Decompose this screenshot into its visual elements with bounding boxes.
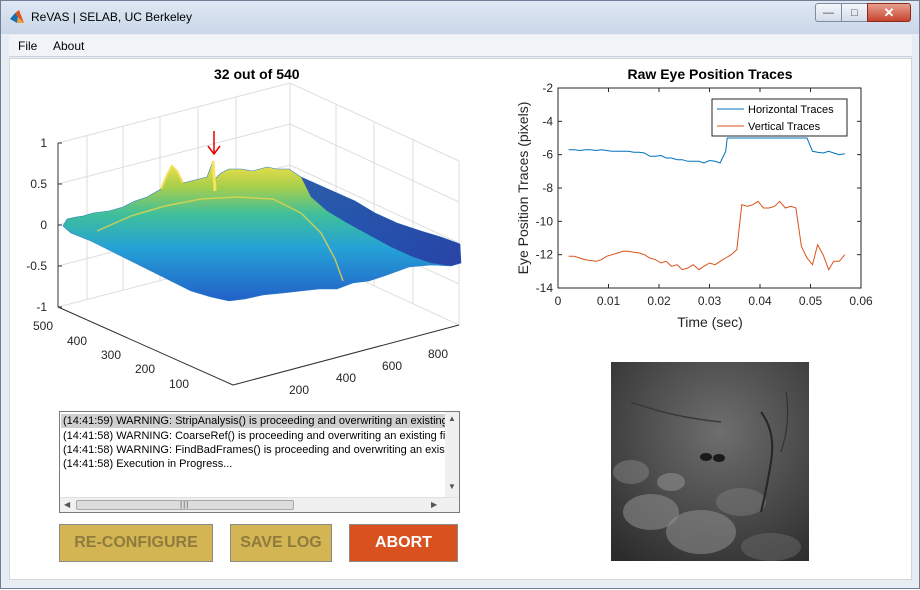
y-tick-label: -8 [542,181,553,195]
log-line[interactable]: (14:41:58) Execution in Progress... [63,458,233,470]
title-bar[interactable]: ReVAS | SELAB, UC Berkeley — □ ✕ [1,1,919,34]
legend: Horizontal Traces Vertical Traces [711,98,848,137]
scroll-right-arrow-icon[interactable]: ▶ [431,500,438,509]
surface-plot-title: 32 out of 540 [214,66,300,82]
log-line[interactable]: (14:41:58) WARNING: FindBadFrames() is p… [63,444,447,456]
abort-button[interactable]: ABORT [349,524,458,562]
x-tick-label: 400 [336,371,356,385]
surface-y-tick-labels: 500 400 300 200 100 [33,319,189,391]
x-tick-label: 0.05 [799,294,823,308]
surface-x-tick-labels: 200 400 600 800 [289,347,448,397]
x-tick-label: 0.03 [698,294,722,308]
maximize-button[interactable]: □ [841,3,867,22]
y-tick-label: 300 [101,348,121,362]
log-vertical-scrollbar[interactable]: ▲ ▼ [445,412,459,498]
x-tick-label: 0 [555,294,562,308]
scroll-down-arrow-icon[interactable]: ▼ [448,482,456,491]
menu-about[interactable]: About [53,39,85,53]
x-axis-ticks: 0 0.01 0.02 0.03 0.04 0.05 0.06 [555,88,873,308]
close-button[interactable]: ✕ [867,3,911,22]
y-tick-label: -4 [542,114,553,128]
y-tick-label: 100 [169,377,189,391]
series-line-horizontal [568,137,845,164]
x-tick-label: 600 [382,359,402,373]
z-tick-label: -0.5 [26,259,47,273]
log-listbox[interactable]: (14:41:59) WARNING: StripAnalysis() is p… [59,411,460,513]
x-tick-label: 0.06 [849,294,873,308]
x-axis-label: Time (sec) [677,314,743,330]
y-tick-label: -6 [542,148,553,162]
save-log-button[interactable]: SAVE LOG [230,524,332,562]
minimize-button[interactable]: — [815,3,841,22]
series-layer [568,137,846,271]
matlab-icon [10,10,24,23]
x-tick-label: 200 [289,383,309,397]
y-tick-label: -14 [536,281,554,295]
surface-mesh [62,160,462,302]
legend-label-horizontal: Horizontal Traces [748,104,834,116]
grip-icon: ||| [180,500,190,509]
scroll-left-arrow-icon[interactable]: ◀ [64,500,71,509]
minimize-icon: — [823,6,834,19]
chart-title: Raw Eye Position Traces [628,66,793,82]
z-tick-label: -1 [36,300,47,314]
log-horizontal-scrollbar[interactable]: ◀ ||| ▶ [60,497,459,512]
y-tick-label: -2 [542,81,553,95]
y-tick-label: 200 [135,362,155,376]
y-tick-label: 500 [33,319,53,333]
menu-bar: File About [9,35,912,57]
y-tick-label: 400 [67,334,87,348]
x-tick-label: 0.01 [597,294,621,308]
x-tick-label: 0.02 [647,294,671,308]
y-tick-label: -12 [536,248,554,262]
reconfigure-button[interactable]: RE-CONFIGURE [59,524,213,562]
z-tick-label: 1 [40,136,47,150]
horizontal-scroll-thumb[interactable]: ||| [76,500,294,510]
z-tick-label: 0.5 [30,177,47,191]
maximize-icon: □ [851,6,858,19]
retina-image [611,362,809,561]
log-line[interactable]: (14:41:58) WARNING: CoarseRef() is proce… [63,430,447,442]
close-icon: ✕ [883,4,895,20]
window-title: ReVAS | SELAB, UC Berkeley [31,10,192,24]
legend-label-vertical: Vertical Traces [748,121,821,133]
log-line[interactable]: (14:41:59) WARNING: StripAnalysis() is p… [61,414,447,428]
series-line-vertical [568,200,846,271]
y-tick-label: -10 [536,214,554,228]
legend-box [711,98,848,137]
peak-marker-arrow [207,131,221,156]
menu-file[interactable]: File [18,39,38,53]
window-controls: — □ ✕ [815,3,911,22]
surface-axes [57,142,460,386]
y-axis-label: Eye Position Traces (pixels) [515,102,531,275]
scroll-up-arrow-icon[interactable]: ▲ [448,414,456,423]
surface-z-tick-labels: 1 0.5 0 -0.5 -1 [26,136,47,314]
z-tick-label: 0 [40,218,47,232]
y-axis-ticks: -2 -4 -6 -8 -10 -12 -14 [536,81,861,295]
x-tick-label: 800 [428,347,448,361]
x-tick-label: 0.04 [748,294,772,308]
